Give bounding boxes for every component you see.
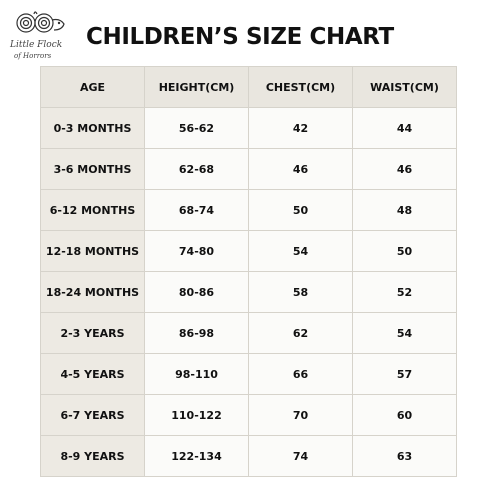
page-title: CHILDREN’S SIZE CHART — [86, 24, 394, 50]
waist-cell: 48 — [352, 189, 457, 231]
age-cell: 6-12 MONTHS — [40, 189, 145, 231]
age-cell: 3-6 MONTHS — [40, 148, 145, 190]
table-row: 0-3 MONTHS 56-62 42 44 — [40, 107, 457, 149]
height-cell: 122-134 — [144, 435, 249, 477]
waist-cell: 54 — [352, 312, 457, 354]
height-cell: 110-122 — [144, 394, 249, 436]
age-cell: 8-9 YEARS — [40, 435, 145, 477]
height-cell: 68-74 — [144, 189, 249, 231]
chest-cell: 42 — [248, 107, 353, 149]
waist-cell: 57 — [352, 353, 457, 395]
header-waist: WAIST(CM) — [352, 66, 457, 108]
height-cell: 86-98 — [144, 312, 249, 354]
height-cell: 74-80 — [144, 230, 249, 272]
height-cell: 62-68 — [144, 148, 249, 190]
size-chart-table: AGE HEIGHT(CM) CHEST(CM) WAIST(CM) 0-3 M… — [40, 66, 457, 477]
header-chest: CHEST(CM) — [248, 66, 353, 108]
logo-text-line1: Little Flock — [10, 40, 63, 50]
waist-cell: 60 — [352, 394, 457, 436]
age-cell: 12-18 MONTHS — [40, 230, 145, 272]
table-row: 12-18 MONTHS 74-80 54 50 — [40, 230, 457, 272]
header-age: AGE — [40, 66, 145, 108]
chest-cell: 70 — [248, 394, 353, 436]
height-cell: 56-62 — [144, 107, 249, 149]
table-row: 18-24 MONTHS 80-86 58 52 — [40, 271, 457, 313]
height-cell: 80-86 — [144, 271, 249, 313]
table-header-row: AGE HEIGHT(CM) CHEST(CM) WAIST(CM) — [40, 66, 457, 108]
age-cell: 0-3 MONTHS — [40, 107, 145, 149]
sheep-logo-icon — [16, 11, 65, 33]
table-row: 8-9 YEARS 122-134 74 63 — [40, 435, 457, 477]
waist-cell: 46 — [352, 148, 457, 190]
age-cell: 2-3 YEARS — [40, 312, 145, 354]
chest-cell: 46 — [248, 148, 353, 190]
age-cell: 4-5 YEARS — [40, 353, 145, 395]
chest-cell: 74 — [248, 435, 353, 477]
table-row: 3-6 MONTHS 62-68 46 46 — [40, 148, 457, 190]
chest-cell: 66 — [248, 353, 353, 395]
brand-logo: Little Flock of Horrors — [8, 8, 70, 66]
chest-cell: 54 — [248, 230, 353, 272]
table-row: 6-7 YEARS 110-122 70 60 — [40, 394, 457, 436]
age-cell: 18-24 MONTHS — [40, 271, 145, 313]
age-cell: 6-7 YEARS — [40, 394, 145, 436]
waist-cell: 63 — [352, 435, 457, 477]
waist-cell: 44 — [352, 107, 457, 149]
waist-cell: 52 — [352, 271, 457, 313]
table-row: 2-3 YEARS 86-98 62 54 — [40, 312, 457, 354]
chest-cell: 62 — [248, 312, 353, 354]
waist-cell: 50 — [352, 230, 457, 272]
chest-cell: 58 — [248, 271, 353, 313]
table-row: 6-12 MONTHS 68-74 50 48 — [40, 189, 457, 231]
table-row: 4-5 YEARS 98-110 66 57 — [40, 353, 457, 395]
chest-cell: 50 — [248, 189, 353, 231]
header-height: HEIGHT(CM) — [144, 66, 249, 108]
logo-text-line2: of Horrors — [14, 52, 52, 60]
height-cell: 98-110 — [144, 353, 249, 395]
